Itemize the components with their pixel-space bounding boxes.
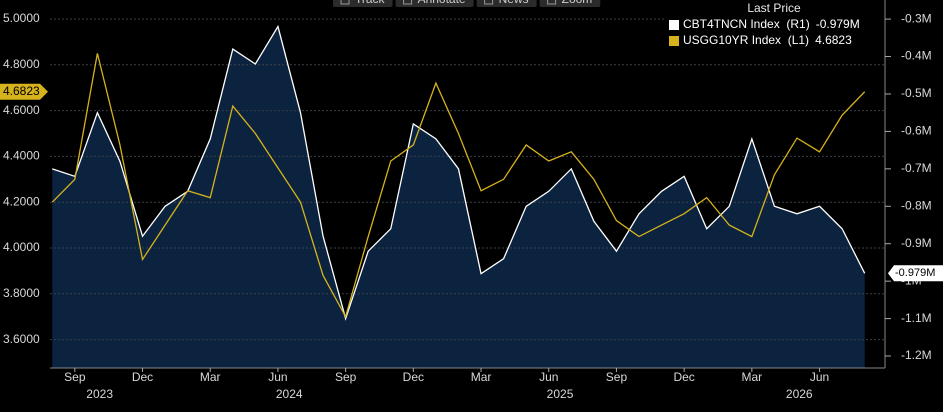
area bbox=[52, 26, 865, 368]
y-tick-label: 3.6000 bbox=[3, 332, 40, 346]
x-tick-label: Dec bbox=[673, 370, 694, 384]
x-tick-label: Dec bbox=[403, 370, 424, 384]
y-tick-label: 4.2000 bbox=[3, 194, 40, 208]
toolbar-bg bbox=[395, 0, 474, 7]
toolbar-button[interactable]: News bbox=[476, 0, 537, 7]
toolbar-bg bbox=[333, 0, 393, 7]
y2-tick-label: -1.2M bbox=[901, 348, 932, 362]
year-label: 2024 bbox=[276, 387, 303, 401]
x-tick-label: Sep bbox=[606, 370, 628, 384]
legend-swatch bbox=[669, 36, 679, 46]
toolbar-bg bbox=[476, 0, 537, 7]
last-value-label: 4.6823 bbox=[3, 84, 40, 98]
toolbar-label: Zoom bbox=[562, 0, 593, 6]
legend-label: USGG10YR Index (L1) bbox=[683, 33, 809, 47]
x-tick-label: Mar bbox=[200, 370, 221, 384]
y-tick-label: 4.0000 bbox=[3, 240, 40, 254]
last-value-tag bbox=[888, 265, 943, 282]
y-tick-label: 4.8000 bbox=[3, 57, 40, 71]
toolbar-label: News bbox=[499, 0, 529, 6]
y2-tick-label: -0.8M bbox=[901, 198, 932, 212]
y-tick-label: 4.6000 bbox=[3, 103, 40, 117]
x-tick-label: Jun bbox=[810, 370, 829, 384]
legend-bg bbox=[664, 0, 884, 50]
y2-tick-label: -1.1M bbox=[901, 311, 932, 325]
y2-tick-label: -0.4M bbox=[901, 49, 932, 63]
legend: Last Price CBT4TNCN Index (R1) -0.979M USGG… bbox=[664, 0, 884, 50]
y2-tick-label: -0.5M bbox=[901, 86, 932, 100]
x-tick-label: Jun bbox=[268, 370, 287, 384]
toolbar-label: Annotate bbox=[418, 0, 466, 6]
x-tick-label: Mar bbox=[471, 370, 492, 384]
toolbar-bg bbox=[539, 0, 601, 7]
x-tick-label: Dec bbox=[132, 370, 153, 384]
last-value-label: -0.979M bbox=[895, 267, 935, 279]
year-label: 2023 bbox=[86, 387, 113, 401]
legend-value: -0.979M bbox=[816, 17, 860, 31]
y-tick-label: 3.8000 bbox=[3, 286, 40, 300]
legend-title: Last Price bbox=[747, 1, 801, 15]
x-tick-label: Mar bbox=[742, 370, 763, 384]
legend-swatch bbox=[669, 20, 679, 30]
toolbar-icon bbox=[403, 0, 413, 5]
y2-tick-label: -0.3M bbox=[901, 11, 932, 25]
toolbar-label: Track bbox=[355, 0, 386, 6]
year-label: 2025 bbox=[547, 387, 574, 401]
toolbar-icon bbox=[484, 0, 494, 5]
legend-value: 4.6823 bbox=[815, 33, 852, 47]
x-tick-label: Jun bbox=[539, 370, 558, 384]
toolbar-button[interactable]: Zoom bbox=[539, 0, 601, 7]
y-tick-label: 5.0000 bbox=[3, 11, 40, 25]
legend-label: CBT4TNCN Index (R1) bbox=[683, 17, 810, 31]
toolbar-button[interactable]: Track bbox=[333, 0, 393, 7]
x-tick-label: Sep bbox=[64, 370, 86, 384]
toolbar-icon bbox=[340, 0, 350, 5]
y2-tick-label: -0.7M bbox=[901, 161, 932, 175]
x-tick-label: Sep bbox=[335, 370, 357, 384]
toolbar-button[interactable]: Annotate bbox=[395, 0, 474, 7]
year-label: 2026 bbox=[786, 387, 813, 401]
line bbox=[51, 53, 866, 319]
last-value-tag bbox=[0, 83, 48, 100]
y-tick-label: 4.4000 bbox=[3, 149, 40, 163]
y2-tick-label: -0.9M bbox=[901, 236, 932, 250]
toolbar-icon bbox=[547, 0, 557, 5]
toolbar: Track Annotate News Zoom bbox=[333, 0, 601, 7]
y2-tick-label: -0.6M bbox=[901, 124, 932, 138]
